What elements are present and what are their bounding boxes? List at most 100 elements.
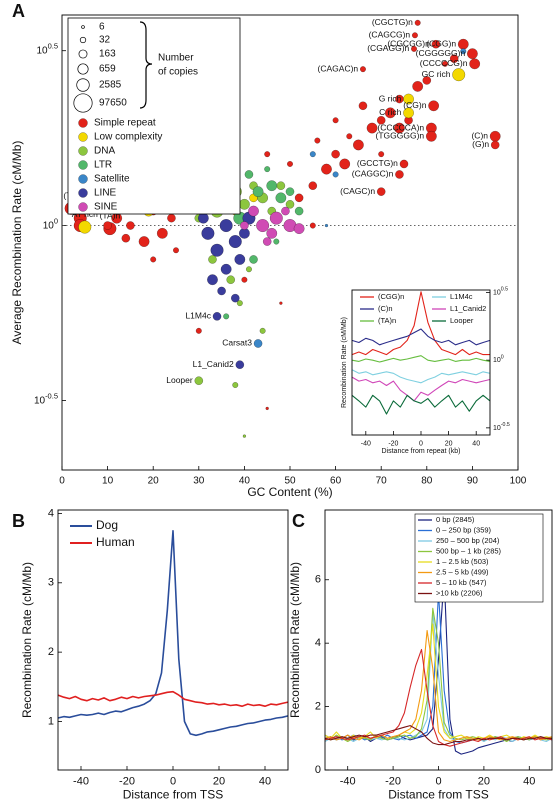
point: [275, 192, 287, 204]
x-tick-label: -40: [361, 440, 371, 447]
size-legend-circle: [76, 78, 90, 92]
tick-exponent: 0.5: [501, 287, 508, 293]
point: [358, 101, 368, 111]
point: [276, 181, 286, 191]
plot-frame: [57, 509, 289, 771]
line: [351, 369, 491, 384]
point: [324, 223, 329, 228]
y-tick-label: 2: [315, 700, 321, 712]
x-tick-label: 50: [284, 476, 296, 487]
point-label: Looper: [166, 375, 193, 385]
size-legend-label: 2585: [99, 80, 122, 91]
legend-label: Low complexity: [94, 132, 162, 143]
y-tick-label: 4: [48, 507, 54, 519]
legend-label: 250 – 500 bp (204): [436, 536, 500, 545]
points: [64, 19, 501, 438]
x-axis-label: Distance from TSS: [123, 787, 223, 800]
point: [309, 222, 316, 229]
point-label: (CCCCCG)n: [420, 58, 468, 68]
size-legend-label: 659: [99, 64, 116, 75]
size-legend-circle: [79, 36, 87, 44]
panel-letter: B: [12, 511, 25, 531]
legend-label: Looper: [450, 316, 474, 325]
point: [442, 60, 449, 67]
point: [285, 187, 295, 196]
point: [378, 151, 385, 158]
y-tick-label: 10-0.5: [493, 422, 510, 431]
point: [460, 48, 467, 55]
x-axis-label: Distance from repeat (kb): [382, 448, 461, 455]
point: [217, 286, 226, 296]
point: [449, 54, 459, 64]
line: [351, 376, 491, 402]
point: [172, 247, 180, 254]
point: [489, 130, 501, 142]
point: [393, 122, 405, 134]
point: [285, 200, 295, 209]
y-tick-label: 100: [493, 355, 504, 364]
x-tick-label: 80: [421, 476, 433, 487]
point: [452, 68, 466, 82]
tick-exponent: -0.5: [501, 422, 510, 428]
x-tick-label: 90: [467, 476, 479, 487]
line: [351, 394, 491, 415]
point: [425, 130, 437, 142]
line: [324, 591, 553, 744]
point: [411, 32, 418, 39]
point: [207, 274, 218, 286]
y-axis-label: Recombination Rate (cM/Mb): [20, 562, 34, 718]
size-legend-label: 6: [99, 22, 105, 33]
point: [238, 198, 250, 210]
legend-label: Satellite: [94, 174, 130, 185]
y-tick-label: 1: [48, 715, 54, 727]
plot-frame: [324, 509, 553, 771]
legend-label: SINE: [94, 202, 118, 213]
point: [264, 166, 271, 173]
y-tick-label: 100: [43, 217, 58, 232]
point: [241, 276, 248, 283]
size-legend-circle: [77, 63, 89, 75]
line: [351, 291, 490, 356]
point: [228, 235, 242, 249]
point: [103, 221, 112, 230]
point-label: G rich: [379, 93, 402, 103]
point: [399, 159, 409, 169]
point: [346, 133, 353, 140]
point: [286, 160, 294, 167]
point: [422, 76, 432, 85]
inset-background: [337, 281, 517, 462]
point: [264, 151, 271, 158]
y-tick-label: 10-0.5: [34, 391, 58, 406]
point: [240, 221, 249, 230]
x-tick-label: 20: [148, 476, 160, 487]
point: [269, 211, 283, 225]
x-axis-label: Distance from TSS: [388, 787, 488, 800]
point-label: (CAGGC)n: [352, 169, 394, 179]
legend-label: (CGG)n: [378, 292, 404, 301]
x-tick-label: 20: [213, 776, 225, 788]
size-legend-title: of copies: [158, 67, 198, 78]
line: [324, 629, 553, 743]
line: [351, 355, 491, 363]
legend-label: (TA)n: [378, 316, 396, 325]
point: [78, 220, 92, 234]
point: [466, 48, 478, 60]
point: [138, 236, 150, 247]
legend-label: 0 – 250 bp (359): [436, 525, 492, 534]
legend-swatch: [78, 174, 88, 184]
point: [234, 254, 246, 265]
point: [259, 327, 266, 334]
x-tick-label: 40: [472, 440, 480, 447]
point-label: (CG)n: [403, 100, 426, 110]
line: [57, 530, 289, 737]
point-label: (CGGGGG)n: [416, 48, 466, 58]
panel-letter: C: [292, 511, 305, 531]
point: [150, 256, 157, 263]
tick-exponent: 0: [501, 355, 504, 361]
line: [57, 690, 289, 707]
legend-label: LTR: [94, 160, 112, 171]
point: [281, 206, 290, 216]
point: [309, 151, 316, 158]
point-label: (C)n: [471, 131, 488, 141]
